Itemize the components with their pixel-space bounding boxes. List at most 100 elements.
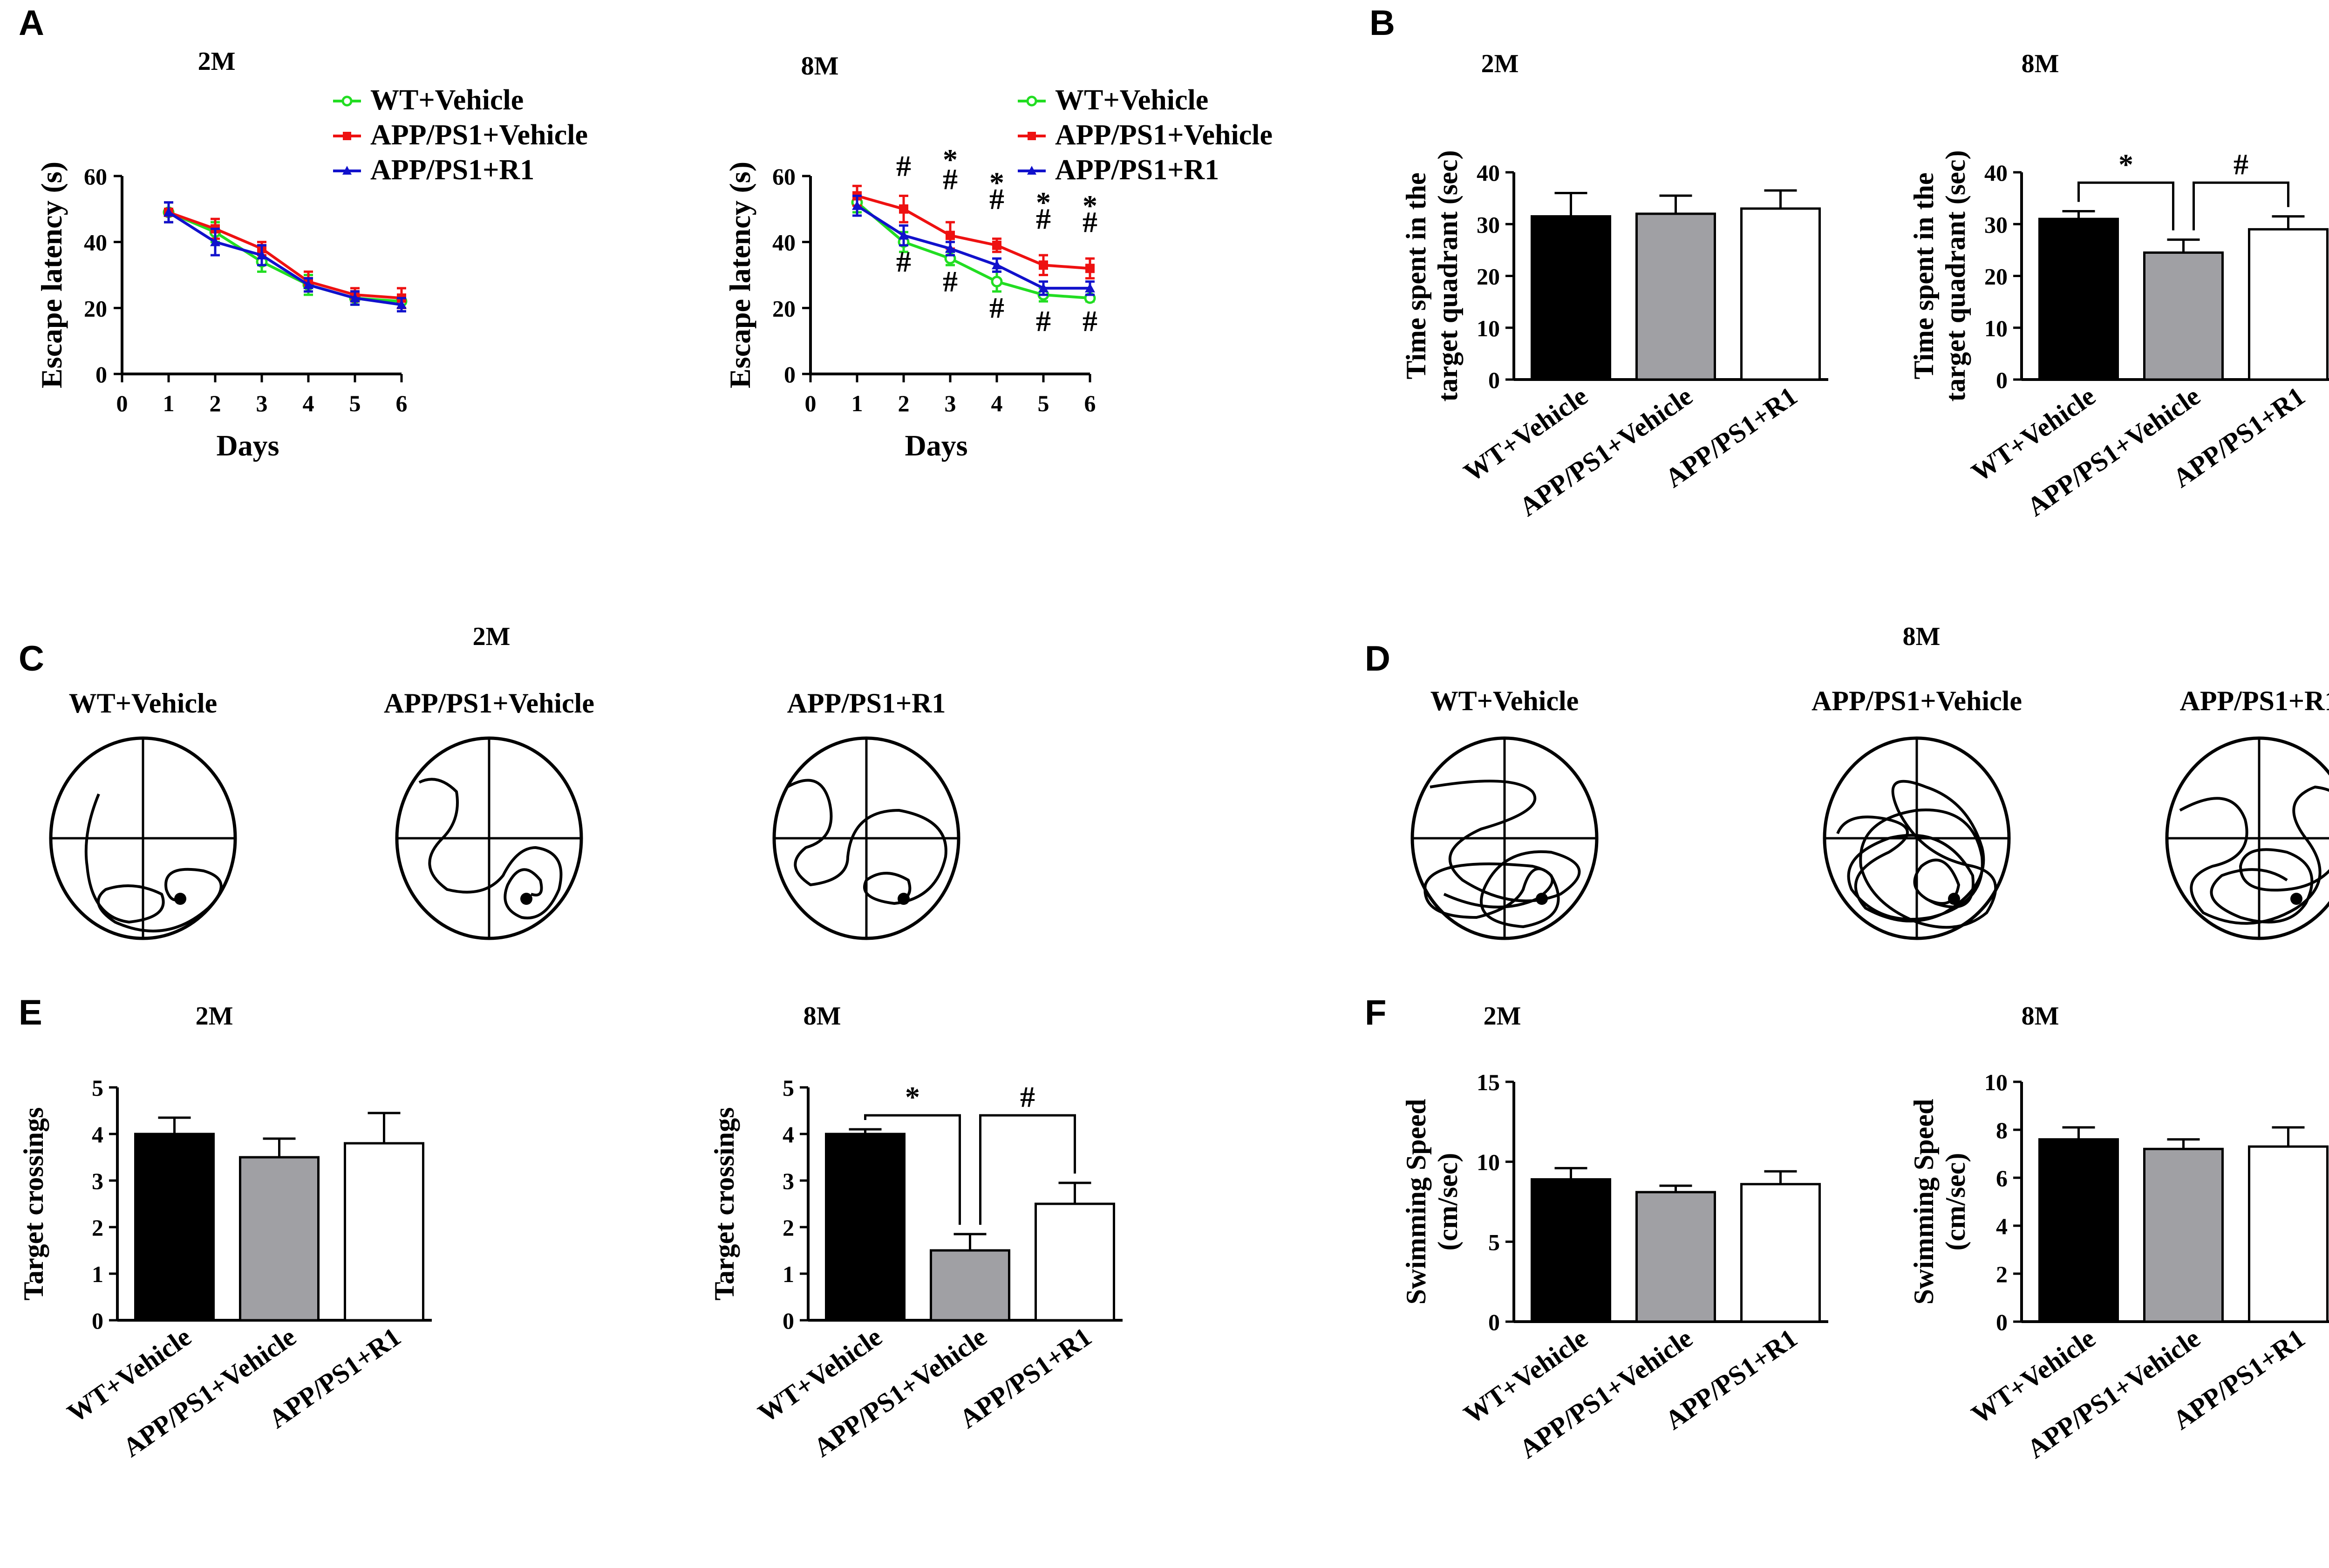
legend-label: APP/PS1+R1 bbox=[370, 154, 534, 186]
series-2 bbox=[163, 201, 407, 312]
bar bbox=[1740, 207, 1821, 381]
significance-mark: # bbox=[2234, 148, 2248, 181]
significance-mark: # bbox=[1020, 1080, 1035, 1113]
panel-label-b: B bbox=[1369, 3, 1395, 43]
y-tick-label: 0 bbox=[783, 1308, 794, 1334]
track-panel-title: 8M bbox=[1903, 622, 1941, 651]
data-point bbox=[945, 243, 955, 253]
track-panel-title: 2M bbox=[473, 622, 511, 651]
y-tick-label: 30 bbox=[1477, 211, 1500, 238]
x-tick-label: 4 bbox=[991, 390, 1003, 416]
y-tick-label: 30 bbox=[1984, 211, 2008, 238]
y-tick-label: 2 bbox=[1996, 1261, 2008, 1287]
significance-bracket bbox=[979, 1114, 1076, 1225]
platform-dot bbox=[520, 893, 532, 905]
bar bbox=[2143, 251, 2224, 381]
data-point bbox=[992, 240, 1001, 250]
y-tick-label: 40 bbox=[84, 230, 107, 256]
data-point bbox=[163, 207, 174, 217]
legend-label: WT+Vehicle bbox=[1055, 84, 1208, 116]
legend-label: APP/PS1+Vehicle bbox=[370, 119, 588, 151]
bar bbox=[2248, 228, 2329, 381]
y-tick-label: 3 bbox=[783, 1168, 794, 1194]
y-axis-label: target quadrant (sec) bbox=[1432, 150, 1463, 402]
panel-label-c: C bbox=[19, 639, 44, 679]
bar bbox=[1635, 1191, 1716, 1323]
y-tick-label: 0 bbox=[1488, 367, 1500, 393]
x-tick-label: 0 bbox=[116, 390, 128, 416]
platform-dot bbox=[1536, 893, 1548, 905]
data-point bbox=[350, 293, 360, 303]
legend-marker bbox=[1026, 95, 1037, 107]
data-point bbox=[1085, 283, 1095, 292]
y-tick-label: 4 bbox=[92, 1121, 103, 1147]
bar bbox=[1531, 215, 1611, 381]
swim-path bbox=[1423, 780, 1581, 928]
y-axis-label: target quadrant (sec) bbox=[1940, 150, 1971, 402]
platform-dot bbox=[174, 893, 186, 905]
significance-bracket bbox=[2077, 181, 2174, 231]
x-tick-label: 3 bbox=[256, 390, 268, 416]
x-axis-label: Days bbox=[905, 429, 967, 462]
swim-path bbox=[418, 778, 563, 920]
significance-mark: # bbox=[943, 265, 958, 298]
chart-title: 2M bbox=[1481, 49, 1519, 78]
y-tick-label: 20 bbox=[1984, 264, 2008, 290]
y-axis-label: (cm/sec) bbox=[1940, 1153, 1971, 1251]
x-tick-label: 6 bbox=[396, 390, 408, 416]
x-tick-label: 6 bbox=[1084, 390, 1096, 416]
y-tick-label: 0 bbox=[784, 361, 796, 387]
y-tick-label: 0 bbox=[1488, 1309, 1500, 1335]
data-point bbox=[899, 230, 909, 240]
x-axis-label: Days bbox=[216, 429, 279, 462]
chart-a-8m: 8M 0 20 40 60 0 1 2 3 4 5 6 Days Escape latency (s) WT… bbox=[723, 52, 1273, 462]
significance-mark: * bbox=[905, 1080, 920, 1113]
water-maze-track: APP/PS1+Vehicle bbox=[384, 688, 594, 940]
x-tick-label: 2 bbox=[898, 390, 910, 416]
bar bbox=[344, 1142, 424, 1322]
legend-marker bbox=[341, 95, 353, 107]
y-tick-label: 4 bbox=[783, 1121, 794, 1147]
bar bbox=[2143, 1147, 2224, 1323]
bar bbox=[930, 1249, 1010, 1322]
data-point bbox=[1038, 283, 1049, 292]
y-axis-label: Swimming Speed bbox=[1908, 1099, 1939, 1305]
significance-bracket bbox=[864, 1114, 961, 1225]
x-tick-label: 5 bbox=[349, 390, 361, 416]
y-tick-label: 20 bbox=[1477, 264, 1500, 290]
x-tick-label: 3 bbox=[945, 390, 956, 416]
bar bbox=[239, 1156, 320, 1322]
x-tick-label: 4 bbox=[303, 390, 314, 416]
series-line bbox=[856, 204, 1090, 290]
bar bbox=[1531, 1178, 1611, 1323]
y-tick-label: 10 bbox=[1984, 315, 2008, 341]
significance-mark: * bbox=[1083, 189, 1097, 222]
chart-a-2m: 2M 0 20 40 60 0 1 2 3 4 5 6 Days Escape latency (s) WT… bbox=[35, 47, 588, 462]
y-tick-label: 0 bbox=[1996, 1309, 2008, 1335]
platform-dot bbox=[898, 893, 910, 905]
bar bbox=[1740, 1183, 1821, 1323]
x-tick-label: 0 bbox=[805, 390, 817, 416]
panel-label-d: D bbox=[1365, 639, 1390, 679]
water-maze-track: APP/PS1+Vehicle bbox=[1811, 686, 2022, 940]
y-axis-label: Swimming Speed bbox=[1401, 1099, 1431, 1305]
bar bbox=[1635, 212, 1716, 381]
y-tick-label: 40 bbox=[1477, 160, 1500, 186]
y-tick-label: 3 bbox=[92, 1168, 103, 1194]
legend-marker bbox=[342, 166, 352, 175]
y-tick-label: 8 bbox=[1996, 1117, 2008, 1143]
legend-label: APP/PS1+R1 bbox=[1055, 154, 1219, 186]
x-tick-label: 1 bbox=[851, 390, 863, 416]
y-tick-label: 6 bbox=[1996, 1165, 2008, 1191]
swim-path bbox=[84, 793, 223, 933]
y-tick-label: 40 bbox=[772, 230, 796, 256]
swim-path bbox=[786, 779, 947, 905]
panel-label-e: E bbox=[19, 993, 42, 1032]
significance-mark: * bbox=[989, 166, 1004, 199]
data-point bbox=[1039, 260, 1048, 270]
y-tick-label: 0 bbox=[92, 1308, 103, 1334]
significance-mark: * bbox=[1036, 186, 1051, 219]
significance-bracket bbox=[2193, 181, 2289, 231]
